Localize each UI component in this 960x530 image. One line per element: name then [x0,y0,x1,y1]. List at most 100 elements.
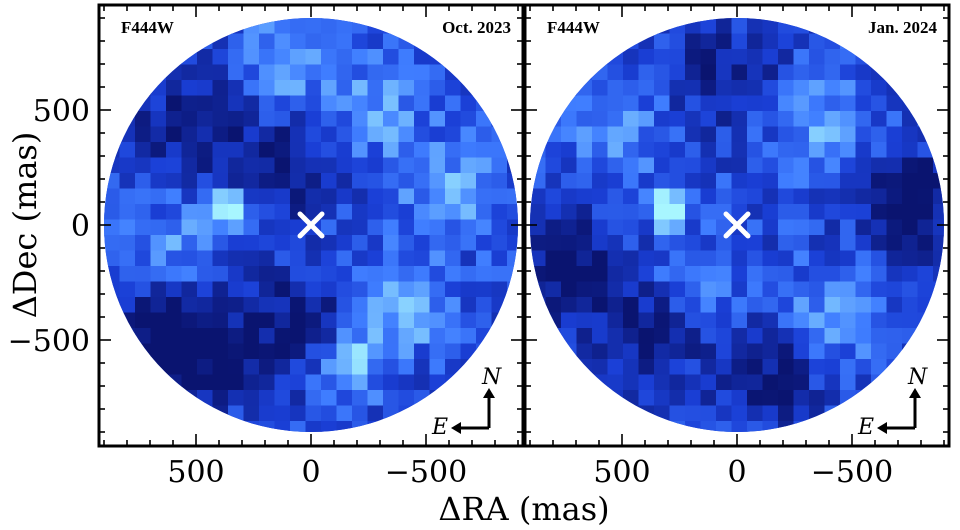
heatmap-cell [545,250,562,267]
heatmap-cell [561,111,578,128]
heatmap-cell [445,297,462,314]
heatmap-cell [809,95,826,112]
heatmap-cell [305,250,322,267]
heatmap-cell [809,157,826,174]
heatmap-cell [445,49,462,66]
heatmap-cell [545,219,562,236]
heatmap-cell [290,250,307,267]
heatmap-cell [243,18,260,35]
heatmap-cell [290,173,307,190]
heatmap-cell [460,142,477,159]
heatmap-cell [824,49,841,66]
heatmap-cell [166,173,183,190]
heatmap-cell [243,250,260,267]
heatmap-cell [150,405,167,422]
heatmap-cell [669,405,686,422]
heatmap-cell [166,266,183,283]
heatmap-cell [367,188,384,205]
heatmap-cell [398,421,415,432]
heatmap-cell [414,235,431,252]
x-tick-label: −500 [385,455,467,490]
heatmap-cell [398,390,415,407]
heatmap-cell [607,405,624,422]
heatmap-cell [886,126,903,143]
heatmap-cell [212,80,229,97]
heatmap-cell [824,157,841,174]
heatmap-cell [933,111,944,128]
heatmap-cell [321,142,338,159]
heatmap-cell [352,328,369,345]
heatmap-cell [902,49,919,66]
heatmap-cell [623,142,640,159]
heatmap-cell [545,188,562,205]
heatmap-cell [166,157,183,174]
heatmap-cell [576,312,593,329]
heatmap-cell [778,188,795,205]
heatmap-cell [716,374,733,391]
heatmap-cell [228,219,245,236]
heatmap-cell [933,266,944,283]
heatmap-cell [545,111,562,128]
heatmap-cell [259,111,276,128]
heatmap-cell [290,64,307,81]
heatmap-cell [731,95,748,112]
heatmap-cell [181,204,198,221]
heatmap-cell [824,266,841,283]
heatmap-cell [476,328,493,345]
heatmap-cell [700,359,717,376]
heatmap-cell [700,219,717,236]
heatmap-cell [592,359,609,376]
heatmap-cell [445,250,462,267]
heatmap-cell [902,157,919,174]
heatmap-cell [762,157,779,174]
heatmap-cell [778,33,795,50]
heatmap-cell [259,126,276,143]
heatmap-cell [212,111,229,128]
heatmap-cell [840,142,857,159]
heatmap-cell [445,219,462,236]
heatmap-cell [592,142,609,159]
heatmap-cell [274,235,291,252]
heatmap-cell [243,49,260,66]
heatmap-cell [290,80,307,97]
heatmap-cell [135,64,152,81]
heatmap-cell [119,204,136,221]
heatmap-cell [305,374,322,391]
epoch-label-oct-2023: Oct. 2023 [442,18,511,37]
heatmap-cell [623,80,640,97]
heatmap-cell [491,157,508,174]
heatmap-cell [871,328,888,345]
heatmap-cell [212,219,229,236]
heatmap-cell [638,405,655,422]
heatmap-cell [212,266,229,283]
heatmap-cell [607,266,624,283]
heatmap-cell [460,204,477,221]
heatmap-cell [855,328,872,345]
heatmap-cell [507,173,518,190]
heatmap-cell [607,95,624,112]
heatmap-cell [274,374,291,391]
heatmap-cell [902,219,919,236]
heatmap-cell [654,173,671,190]
heatmap-cell [700,95,717,112]
heatmap-cell [576,250,593,267]
heatmap-cell [476,235,493,252]
heatmap-cell [778,18,795,35]
heatmap-cell [460,281,477,298]
heatmap-cell [290,188,307,205]
heatmap-cell [933,281,944,298]
heatmap-cell [592,157,609,174]
heatmap-cell [669,312,686,329]
heatmap-cell [398,219,415,236]
heatmap-cell [429,95,446,112]
heatmap-cell [336,80,353,97]
heatmap-cell [747,18,764,35]
heatmap-cell [731,18,748,35]
heatmap-cell [367,95,384,112]
heatmap-cell [150,250,167,267]
heatmap-cell [607,250,624,267]
heatmap-cell [181,421,198,432]
heatmap-cell [104,266,121,283]
panel-jan-2024: F444W Jan. 2024 N E [523,3,951,448]
compass-east-head [451,422,461,434]
